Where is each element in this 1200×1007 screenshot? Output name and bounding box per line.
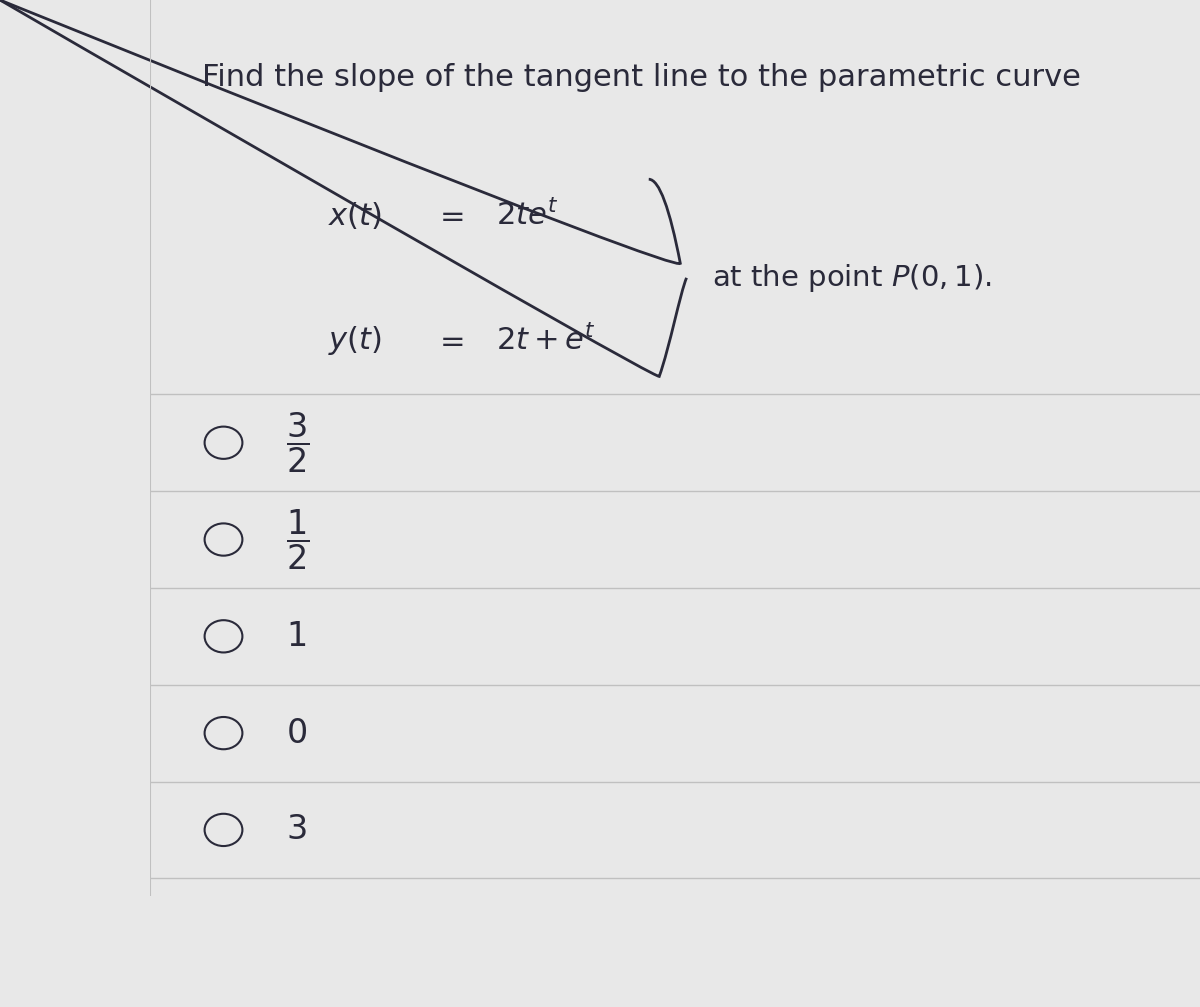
Text: $\dfrac{3}{2}$: $\dfrac{3}{2}$ [287, 411, 310, 475]
Text: Find the slope of the tangent line to the parametric curve: Find the slope of the tangent line to th… [203, 62, 1081, 92]
Text: $y(t)$: $y(t)$ [329, 324, 383, 357]
Text: $3$: $3$ [287, 814, 307, 847]
Text: $\dfrac{1}{2}$: $\dfrac{1}{2}$ [287, 508, 310, 572]
Text: $=$: $=$ [433, 326, 464, 355]
Text: $2t + e^{t}$: $2t + e^{t}$ [497, 325, 596, 356]
Text: $1$: $1$ [287, 620, 307, 653]
Text: $0$: $0$ [287, 717, 307, 749]
Text: $2te^{t}$: $2te^{t}$ [497, 199, 559, 231]
Text: $=$: $=$ [433, 200, 464, 230]
Text: $x(t)$: $x(t)$ [329, 199, 383, 231]
Text: at the point $P(0, 1)$.: at the point $P(0, 1)$. [712, 262, 991, 294]
